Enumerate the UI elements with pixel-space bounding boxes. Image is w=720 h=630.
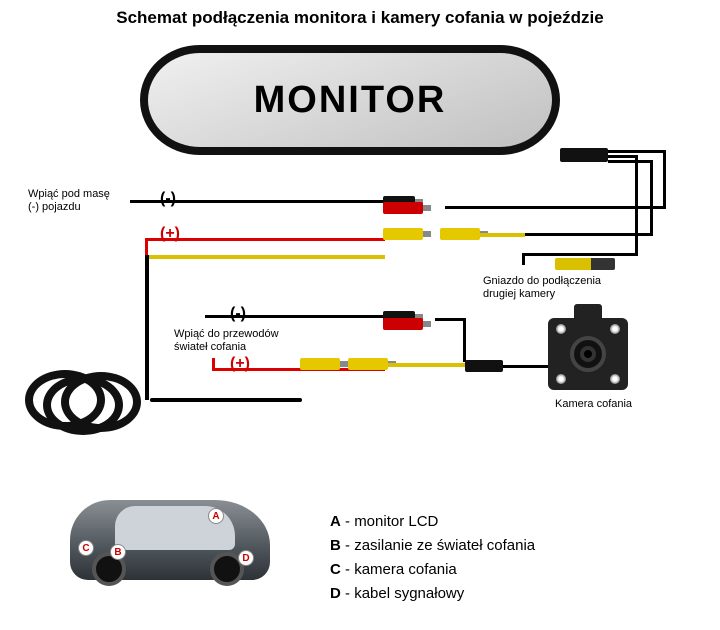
wire-black xyxy=(525,253,638,256)
marker-C: C xyxy=(78,540,94,556)
diagram-title: Schemat podłączenia monitora i kamery co… xyxy=(0,8,720,28)
rca-red-connector xyxy=(383,318,423,330)
label-reverse-light: Wpiąć do przewodów świateł cofania xyxy=(174,328,279,354)
sign-minus: (-) xyxy=(160,190,176,208)
wire-black xyxy=(503,365,548,368)
wire-black xyxy=(150,398,302,402)
reverse-camera xyxy=(548,318,628,390)
label-camera: Kamera cofania xyxy=(555,398,632,411)
legend-item: C - kamera cofania xyxy=(330,558,535,582)
camera-lens-icon xyxy=(570,336,606,372)
rca-yellow-connector xyxy=(300,358,340,370)
wire-black xyxy=(608,150,666,153)
rca-yellow-connector xyxy=(348,358,388,370)
marker-D: D xyxy=(238,550,254,566)
second-camera-connector xyxy=(555,258,615,270)
sign-minus: (-) xyxy=(230,305,246,323)
wire-black xyxy=(205,315,385,318)
wire-yellow xyxy=(480,233,525,237)
wire-black xyxy=(650,160,653,235)
legend-item: D - kabel sygnałowy xyxy=(330,582,535,606)
cable-coil xyxy=(25,370,155,450)
rca-red-connector xyxy=(383,202,423,214)
cable-junction xyxy=(560,148,608,162)
wire-black xyxy=(608,155,638,158)
wire-black xyxy=(635,155,638,255)
label-ground-vehicle: Wpiąć pod masę (-) pojazdu xyxy=(28,188,110,214)
wire-red xyxy=(145,238,385,241)
marker-A: A xyxy=(208,508,224,524)
legend-item: A - monitor LCD xyxy=(330,510,535,534)
wire-black xyxy=(130,200,385,203)
legend: A - monitor LCD B - zasilanie ze świateł… xyxy=(330,510,535,606)
wire-yellow xyxy=(145,255,385,259)
monitor-label: MONITOR xyxy=(254,79,447,122)
wire-black xyxy=(435,318,466,321)
label-second-camera: Gniazdo do podłączenia drugiej kamery xyxy=(483,275,601,301)
wire-black xyxy=(522,253,525,265)
legend-item: B - zasilanie ze świateł cofania xyxy=(330,534,535,558)
mirror-monitor: MONITOR xyxy=(140,45,560,155)
cable-junction-camera xyxy=(465,360,503,372)
rca-yellow-connector xyxy=(383,228,423,240)
wire-black xyxy=(145,255,149,400)
marker-B: B xyxy=(110,544,126,560)
wire-black xyxy=(445,206,666,209)
wire-black xyxy=(608,160,653,163)
vehicle-cutaway: A B C D xyxy=(70,480,280,600)
wire-yellow xyxy=(388,363,466,367)
wire-black xyxy=(663,150,666,208)
wire-black xyxy=(463,318,466,362)
wire-red xyxy=(212,358,215,371)
rca-yellow-connector xyxy=(440,228,480,240)
